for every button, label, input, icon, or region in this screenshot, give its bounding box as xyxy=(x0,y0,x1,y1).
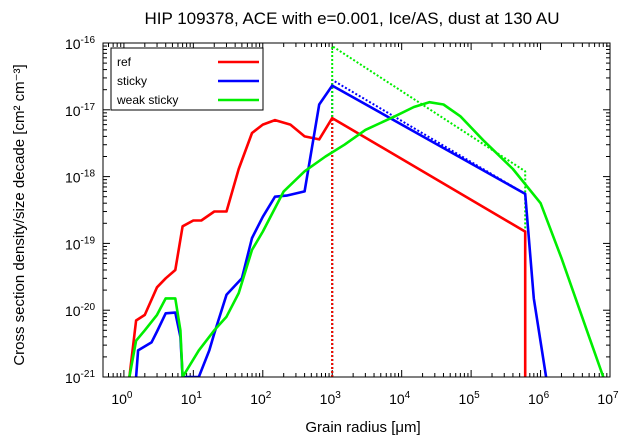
y-tick-label-exponent: -18 xyxy=(81,169,96,180)
x-tick-label-exponent: 0 xyxy=(127,390,133,401)
x-tick-label: 107 xyxy=(597,390,619,407)
x-tick-label-exponent: 7 xyxy=(613,390,619,401)
series-layer xyxy=(128,45,605,377)
y-tick-label-mantissa: 10 xyxy=(65,103,81,119)
series-line-weak-sticky xyxy=(128,100,605,377)
series-line-model-dotted xyxy=(331,78,526,377)
y-tick-label-mantissa: 10 xyxy=(65,303,81,319)
y-tick-label-exponent: -16 xyxy=(81,35,96,46)
y-tick-label: 10-17 xyxy=(65,102,95,119)
x-tick-label-mantissa: 10 xyxy=(320,391,336,407)
x-tick-label-exponent: 3 xyxy=(335,390,341,401)
legend: ref sticky weak sticky xyxy=(110,47,264,111)
plot-frame xyxy=(102,42,611,378)
x-tick-label-mantissa: 10 xyxy=(111,391,127,407)
y-tick-label-exponent: -21 xyxy=(81,369,96,380)
y-tick-label-exponent: -19 xyxy=(81,235,96,246)
series-line-ref xyxy=(128,116,527,377)
x-tick-label-mantissa: 10 xyxy=(459,391,475,407)
x-tick-label-mantissa: 10 xyxy=(528,391,544,407)
chart-title: HIP 109378, ACE with e=0.001, Ice/AS, du… xyxy=(144,9,559,28)
x-tick-label: 104 xyxy=(389,390,411,407)
y-tick-label: 10-16 xyxy=(65,35,95,52)
x-tick-label-mantissa: 10 xyxy=(250,391,266,407)
x-tick-label-exponent: 2 xyxy=(266,390,272,401)
x-tick-label: 101 xyxy=(181,390,203,407)
y-tick-label-mantissa: 10 xyxy=(65,36,81,52)
x-tick-label-exponent: 5 xyxy=(474,390,480,401)
x-tick-label-exponent: 6 xyxy=(544,390,550,401)
x-tick-label: 106 xyxy=(528,390,550,407)
series-line-model-dotted xyxy=(331,117,527,377)
x-tick-label-mantissa: 10 xyxy=(181,391,197,407)
y-tick-label: 10-19 xyxy=(65,235,95,252)
y-tick-label-mantissa: 10 xyxy=(65,236,81,252)
x-tick-label: 105 xyxy=(459,390,481,407)
legend-label: weak sticky xyxy=(116,93,178,107)
x-tick-label-mantissa: 10 xyxy=(389,391,405,407)
series-line-model-dotted xyxy=(331,45,527,377)
legend-label: ref xyxy=(117,55,132,69)
y-tick-label: 10-21 xyxy=(65,369,95,386)
x-tick-label-exponent: 1 xyxy=(196,390,202,401)
x-tick-label: 100 xyxy=(111,390,133,407)
x-tick-label-exponent: 4 xyxy=(405,390,411,401)
y-axis-label: Cross section density/size decade [cm² c… xyxy=(11,64,28,365)
x-tick-label: 103 xyxy=(320,390,342,407)
y-tick-label: 10-20 xyxy=(65,302,95,319)
tick-layer: 100 101 102 103 104 105 106 10710-2110-2010-191… xyxy=(65,35,619,407)
x-axis-label: Grain radius [μm] xyxy=(305,419,420,436)
y-tick-label: 10-18 xyxy=(65,169,95,186)
legend-label: sticky xyxy=(117,74,147,88)
y-tick-label-mantissa: 10 xyxy=(65,370,81,386)
series-line-sticky xyxy=(134,84,548,377)
y-tick-label-exponent: -17 xyxy=(81,102,96,113)
x-tick-label-mantissa: 10 xyxy=(597,391,613,407)
x-tick-label: 102 xyxy=(250,390,272,407)
y-tick-label-mantissa: 10 xyxy=(65,170,81,186)
y-tick-label-exponent: -20 xyxy=(81,302,96,313)
